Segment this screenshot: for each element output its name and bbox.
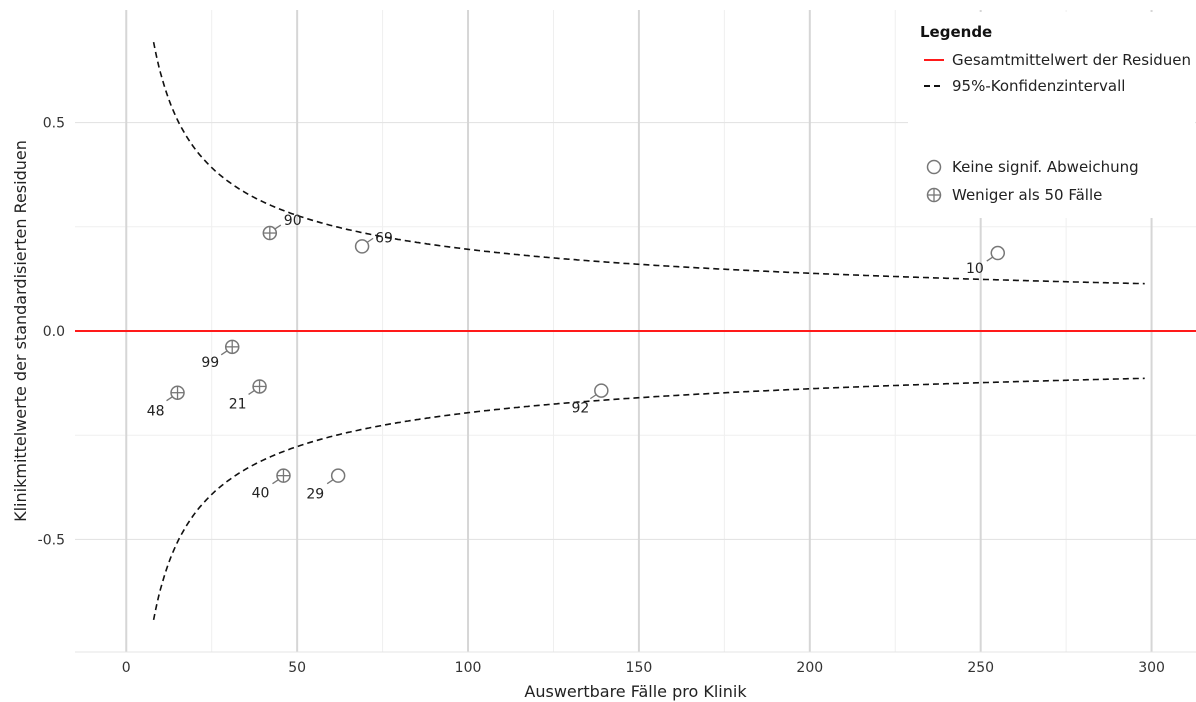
label-leader-line: [166, 396, 173, 402]
marker-circle: [926, 159, 942, 175]
legend-title: Legende: [920, 23, 992, 41]
data-point-48: [170, 385, 185, 400]
x-tick-label: 50: [288, 660, 306, 676]
point-label-69: 69: [375, 230, 393, 246]
data-point-10: [990, 245, 1006, 261]
legend-label-mean: Gesamtmittelwert der Residuen: [952, 51, 1191, 69]
point-label-10: 10: [966, 261, 984, 277]
point-label-48: 48: [147, 404, 165, 420]
legend-label-few-cases: Weniger als 50 Fälle: [952, 186, 1102, 204]
confidence-interval-layer: [152, 41, 1145, 621]
label-leader-line: [220, 350, 228, 356]
data-point-69: [354, 239, 370, 254]
marker-circle: [990, 245, 1006, 261]
upper-confidence-curve: [152, 41, 1145, 285]
x-tick-label: 200: [796, 660, 823, 676]
legend-marker-circle-icon: [926, 159, 942, 175]
label-leader-line: [272, 479, 279, 485]
legend-circle-plus-marker: [926, 187, 942, 203]
data-point-92: [594, 383, 609, 398]
legend-background: [908, 12, 1195, 218]
marker-circle: [594, 383, 609, 398]
label-leader-line: [366, 237, 374, 243]
x-tick-label: 300: [1138, 660, 1165, 676]
x-tick-label: 0: [122, 660, 131, 676]
legend-label-ci: 95%-Konfidenzintervall: [952, 77, 1125, 95]
label-leader-line: [248, 389, 255, 395]
point-label-99: 99: [201, 355, 219, 371]
label-leader-line: [274, 224, 282, 230]
lower-confidence-curve: [152, 377, 1145, 621]
y-tick-label: -0.5: [38, 532, 65, 548]
marker-circle: [330, 468, 346, 483]
x-tick-label: 150: [626, 660, 653, 676]
data-point-40: [276, 468, 291, 483]
x-axis-title: Auswertbare Fälle pro Klinik: [524, 682, 747, 701]
marker-circle: [354, 239, 370, 254]
legend-circle-marker: [926, 159, 942, 175]
label-leader-line: [589, 394, 597, 400]
legend-marker-circle-plus-icon: [926, 187, 942, 203]
point-label-21: 21: [229, 396, 247, 412]
point-label-90: 90: [284, 213, 302, 229]
y-tick-label: 0.5: [43, 116, 65, 132]
y-axis-title: Klinikmittelwerte der standardisierten R…: [11, 140, 30, 522]
label-leader-line: [326, 479, 334, 485]
point-label-92: 92: [571, 401, 589, 417]
legend-label-no-deviation: Keine signif. Abweichung: [952, 158, 1139, 176]
point-label-40: 40: [252, 486, 270, 502]
y-tick-label: 0.0: [43, 324, 65, 340]
data-point-21: [252, 379, 267, 394]
data-points-layer: 90 69 10 99 21 48 92 40 29: [147, 213, 1006, 503]
label-leader-line: [986, 256, 994, 262]
data-point-29: [330, 468, 346, 483]
x-tick-label: 250: [967, 660, 994, 676]
x-tick-label: 100: [455, 660, 482, 676]
point-label-29: 29: [306, 487, 324, 503]
data-point-90: [262, 225, 278, 241]
data-point-99: [224, 339, 240, 355]
legend: Legende Gesamtmittelwert der Residuen 95…: [908, 12, 1195, 218]
axis-layer: Auswertbare Fälle pro Klinik Klinikmitte…: [11, 116, 1165, 701]
